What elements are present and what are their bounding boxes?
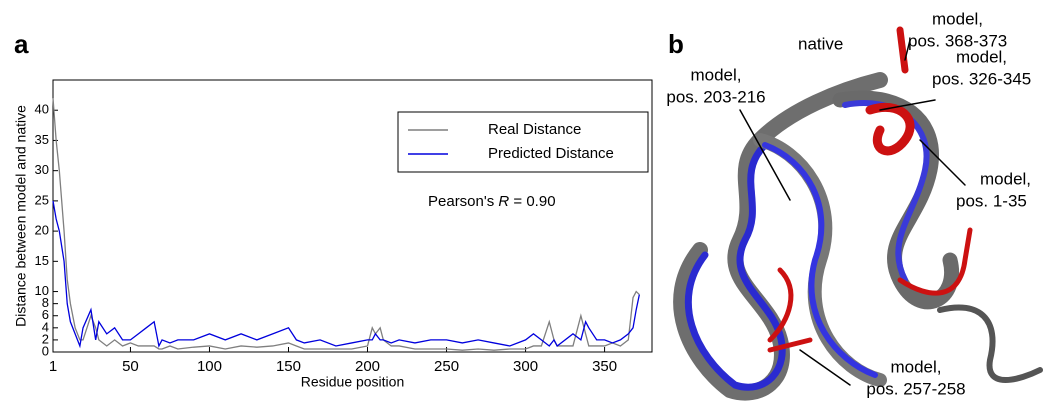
y-tick-label: 25	[35, 192, 49, 207]
data-line	[52, 98, 640, 351]
legend-label: Real Distance	[488, 121, 581, 138]
annotation: Pearson's R = 0.90	[428, 193, 556, 210]
legend-label: Predicted Distance	[488, 145, 614, 162]
data-line	[52, 200, 640, 349]
y-tick-label: 2	[42, 331, 49, 346]
y-tick-label: 40	[35, 102, 49, 117]
callout-label: pos. 368-373	[908, 31, 1007, 50]
y-tick-label: 8	[42, 295, 49, 310]
y-tick-label: 20	[35, 223, 49, 238]
annotation-part: = 0.90	[509, 193, 555, 210]
y-tick-label: 0	[42, 343, 49, 358]
callout-label: model,	[956, 47, 1007, 66]
x-tick-label: 50	[122, 358, 139, 375]
plot-frame	[52, 79, 653, 353]
callout-label: pos. 1-35	[956, 191, 1027, 210]
x-tick-label: 150	[276, 358, 301, 375]
callout-label: model,	[932, 9, 983, 28]
callout-label: model,	[890, 357, 941, 376]
x-axis-label: Residue position	[301, 374, 405, 390]
x-tick-label: 100	[197, 358, 222, 375]
annotation-part: Pearson's	[428, 193, 498, 210]
panel-label: b	[668, 29, 684, 59]
callout-label: pos. 326-345	[932, 69, 1031, 88]
callout-label: pos. 257-258	[866, 379, 965, 398]
panel-label: a	[14, 29, 29, 59]
y-tick-label: 15	[35, 253, 49, 268]
y-tick-label: 6	[42, 307, 49, 322]
y-tick-label: 30	[35, 162, 49, 177]
protein-structure	[673, 26, 1043, 401]
y-tick-label: 4	[42, 319, 49, 334]
legend-box	[397, 111, 649, 173]
structure-label: native	[798, 34, 843, 53]
callout-label: pos. 203-216	[666, 87, 765, 106]
x-tick-label: 300	[513, 358, 538, 375]
x-tick-label: 1	[49, 358, 57, 375]
y-axis-label: Distance between model and native	[13, 105, 29, 327]
y-tick-label: 10	[35, 283, 49, 298]
callout-label: model,	[690, 65, 741, 84]
x-tick-label: 350	[592, 358, 617, 375]
x-tick-label: 200	[355, 358, 380, 375]
annotation-part: R	[498, 193, 509, 210]
x-tick-label: 250	[434, 358, 459, 375]
y-tick-label: 35	[35, 132, 49, 147]
callout-label: model,	[980, 169, 1031, 188]
